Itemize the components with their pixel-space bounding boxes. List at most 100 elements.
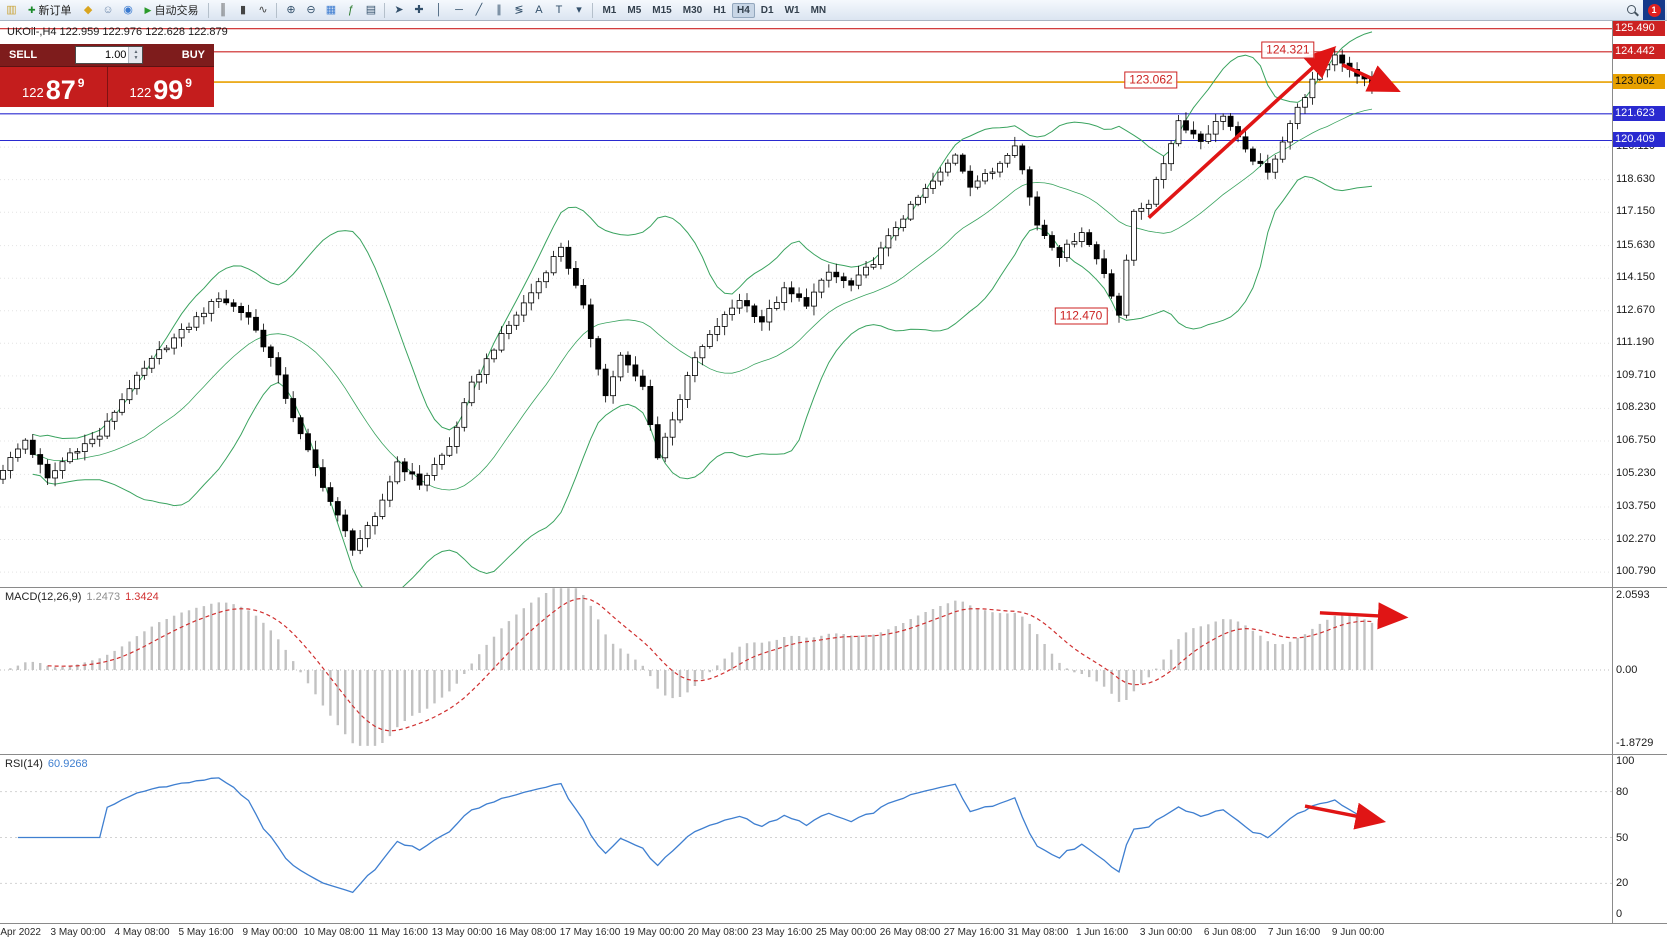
buy-button[interactable]: BUY: [181, 49, 205, 61]
price-level-label: 121.623: [1613, 105, 1665, 121]
time-axis-label: 23 May 16:00: [751, 927, 813, 938]
rsi-axis-label: 20: [1616, 877, 1629, 890]
stepper-down-icon[interactable]: ▼: [133, 55, 139, 61]
timeframe-button-h4[interactable]: H4: [731, 2, 755, 18]
price-tick-label: 108.230: [1616, 401, 1656, 414]
macd-axis-label: -1.8729: [1616, 736, 1654, 749]
auto-trading-button[interactable]: ▶ 自动交易: [139, 0, 205, 20]
time-axis-label: 13 May 00:00: [431, 927, 493, 938]
price-tick-label: 102.270: [1616, 532, 1656, 545]
time-axis-label: 16 May 08:00: [495, 927, 557, 938]
price-tick-label: 109.710: [1616, 368, 1656, 381]
arrow-object-icon[interactable]: ▾: [576, 3, 582, 16]
buy-price-big: 99: [153, 75, 184, 106]
app-icon[interactable]: ▥: [6, 3, 17, 16]
timeframe-button-w1[interactable]: W1: [784, 4, 800, 16]
panel-separator: [0, 923, 1667, 924]
macd-label: MACD(12,26,9) 1.2473 1.3424: [5, 591, 159, 603]
zoom-out-icon[interactable]: ⊖: [306, 3, 316, 16]
indicators-icon[interactable]: ƒ: [347, 3, 355, 16]
panel-separator[interactable]: [0, 754, 1667, 755]
sell-button[interactable]: SELL: [9, 49, 38, 61]
timeframe-button-h1[interactable]: H1: [713, 4, 726, 16]
time-axis-label: 31 May 08:00: [1007, 927, 1069, 938]
time-axis-label: 3 May 00:00: [50, 927, 106, 938]
time-axis-label: 4 May 08:00: [114, 927, 170, 938]
text-icon[interactable]: A: [535, 3, 543, 16]
label-icon[interactable]: T: [555, 3, 563, 16]
macd-axis-label: 2.0593: [1616, 589, 1650, 601]
price-tick-label: 105.230: [1616, 467, 1656, 480]
symbol-ohlc-header: UKOil-,H4 122.959 122.976 122.628 122.87…: [7, 26, 228, 38]
panel-separator[interactable]: [0, 587, 1667, 588]
time-axis-label: 19 May 00:00: [623, 927, 685, 938]
price-level-label: 123.062: [1613, 74, 1665, 90]
stepper-up-icon[interactable]: ▲: [133, 49, 139, 55]
toolbar-separator: [208, 2, 210, 18]
templates-icon[interactable]: ▤: [365, 3, 377, 16]
price-chart-canvas[interactable]: [0, 21, 1612, 587]
rsi-canvas[interactable]: [0, 755, 1612, 923]
market-icon[interactable]: ◉: [123, 3, 133, 16]
zoom-in-icon[interactable]: ⊕: [286, 3, 296, 16]
metaeditor-icon[interactable]: ◆: [83, 3, 93, 16]
buy-price-base: 122: [129, 85, 152, 100]
price-tick-label: 111.190: [1616, 336, 1655, 349]
buy-price[interactable]: 122 99 9: [108, 67, 215, 107]
new-order-button[interactable]: ✚ 新订单: [22, 0, 78, 20]
timeframe-button-m5[interactable]: M5: [627, 4, 642, 16]
time-axis-label: 27 May 16:00: [943, 927, 1005, 938]
price-annotation[interactable]: 112.470: [1054, 307, 1108, 325]
line-chart-icon[interactable]: ∿: [258, 3, 268, 16]
window-corner: 1: [1643, 0, 1665, 20]
volume-stepper[interactable]: ▲ ▼: [128, 47, 143, 63]
price-level-label: 120.409: [1613, 132, 1665, 148]
time-axis-label: 1 Jun 16:00: [1075, 927, 1129, 938]
time-axis-label: 9 May 00:00: [242, 927, 298, 938]
horizontal-line-icon[interactable]: ─: [455, 3, 463, 16]
macd-signal-value: 1.3424: [125, 591, 159, 603]
tile-windows-icon[interactable]: ▦: [325, 3, 337, 16]
price-tick-label: 114.150: [1616, 271, 1655, 284]
timeframe-button-m15[interactable]: M15: [652, 4, 672, 16]
order-panel-prices: 122 87 9 122 99 9: [0, 66, 214, 107]
price-level-label: 125.490: [1613, 20, 1665, 36]
time-axis-label: 17 May 16:00: [559, 927, 621, 938]
timeframe-button-mn[interactable]: MN: [810, 4, 827, 16]
volume-input[interactable]: ▲▼: [75, 46, 144, 64]
rsi-value: 60.9268: [47, 758, 88, 770]
vertical-line-icon[interactable]: │: [435, 3, 443, 16]
notification-badge[interactable]: 1: [1647, 3, 1661, 17]
price-annotation[interactable]: 123.062: [1124, 71, 1178, 89]
order-panel-header: SELL ▲▼ BUY: [0, 44, 214, 66]
buy-price-sup: 9: [185, 76, 192, 90]
price-tick-label: 118.630: [1616, 172, 1655, 185]
price-tick-label: 117.150: [1616, 205, 1655, 218]
price-tick-label: 100.790: [1616, 565, 1656, 578]
toolbar-separator: [276, 2, 278, 18]
crosshair-icon[interactable]: ✚: [414, 3, 424, 16]
macd-canvas[interactable]: [0, 588, 1612, 753]
volume-value[interactable]: [76, 47, 129, 63]
timeframe-button-m1[interactable]: M1: [602, 4, 617, 16]
toolbar: ▥ ✚ 新订单 ◆ ☺ ◉ ▶ 自动交易 ║ ▮ ∿ ⊕ ⊖ ▦ ƒ ▤ ➤ ✚ │ ─ ╱ ∥ ≶ A T ▾ M1 M5 M15 M3…: [0, 0, 1667, 21]
timeframe-button-d1[interactable]: D1: [760, 4, 774, 16]
bar-chart-icon[interactable]: ║: [219, 3, 227, 16]
search-icon[interactable]: [1623, 1, 1642, 20]
trendline-icon[interactable]: ╱: [475, 3, 483, 16]
toolbar-separator: [592, 2, 594, 18]
timeframe-button-m30[interactable]: M30: [682, 4, 703, 16]
time-axis-label: 25 May 00:00: [815, 927, 877, 938]
time-axis-label: 5 May 16:00: [178, 927, 234, 938]
sell-price[interactable]: 122 87 9: [0, 67, 107, 107]
fibonacci-icon[interactable]: ≶: [514, 3, 524, 16]
price-tick-label: 115.630: [1616, 238, 1655, 251]
price-tick-label: 112.670: [1616, 303, 1655, 316]
channel-icon[interactable]: ∥: [496, 3, 502, 16]
price-annotation[interactable]: 124.321: [1261, 41, 1315, 59]
cursor-icon[interactable]: ➤: [394, 3, 404, 16]
price-level-label: 124.442: [1613, 43, 1665, 59]
rsi-name: RSI(14): [5, 758, 43, 770]
community-icon[interactable]: ☺: [102, 3, 114, 16]
candlestick-chart-icon[interactable]: ▮: [239, 3, 246, 16]
